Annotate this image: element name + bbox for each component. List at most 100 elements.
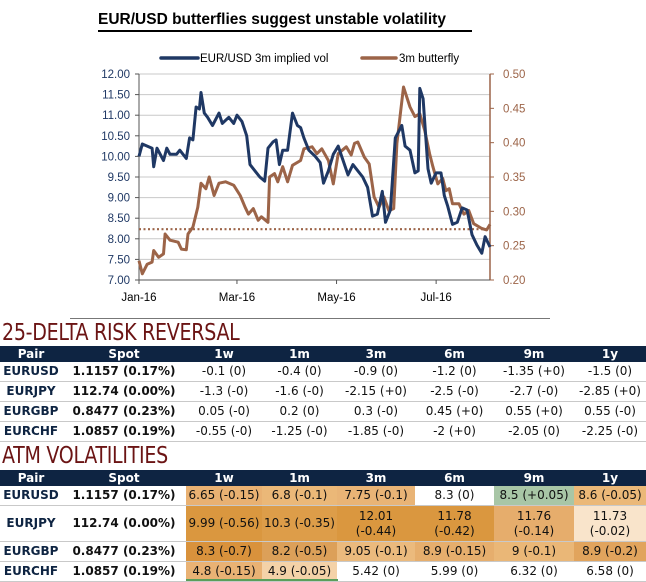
- spot-cell: 1.0857 (0.19%): [62, 561, 186, 582]
- value-cell: 5.99 (0): [415, 561, 494, 582]
- x-tick-label: Jan-16: [121, 292, 156, 304]
- value-cell: -1.25 (-0): [262, 421, 337, 442]
- atm-volatilities-table: Pair Spot 1w 1m 3m 6m 9m 1y EURUSD 1.1157 (0.17%…: [0, 470, 646, 582]
- chart-legend: EUR/USD 3m implied vol 3m butterfly: [159, 53, 459, 65]
- value-cell: -2.15 (+0): [337, 381, 415, 402]
- pair-cell: EURCHF: [0, 421, 62, 442]
- value-cell: 9 (-0.1): [494, 541, 574, 562]
- y-tick-label: 8.00: [108, 234, 130, 246]
- value-cell: -1.6 (-0): [262, 381, 337, 402]
- column-header-pair: Pair: [0, 470, 62, 486]
- value-cell: 12.01 (-0.44): [337, 505, 415, 542]
- value-cell: 11.78 (-0.42): [415, 505, 494, 542]
- x-tick-label: Jul-16: [420, 292, 451, 304]
- value-cell: -2.05 (0): [494, 421, 574, 442]
- series-line-implied-vol: [137, 86, 492, 255]
- value-cell: 4.8 (-0.15): [186, 561, 262, 582]
- y2-tick-label: 0.35: [503, 172, 525, 184]
- column-header-1y: 1y: [574, 470, 646, 486]
- value-cell: 11.73 (-0.02): [574, 505, 646, 542]
- y-tick-label: 7.00: [108, 275, 130, 287]
- column-header-6m: 6m: [415, 346, 494, 362]
- value-cell: -0.1 (0): [186, 362, 262, 382]
- column-header-spot: Spot: [62, 346, 186, 362]
- table-row: EURGBP 0.8477 (0.23%) 0.05 (-0) 0.2 (0) 0.3 …: [0, 401, 646, 422]
- y-tick-label: 10.00: [101, 151, 130, 163]
- value-cell: -2.25 (-0): [574, 421, 646, 442]
- x-tick-label: May-16: [317, 292, 355, 304]
- value-cell: 0.45 (+0): [415, 401, 494, 422]
- value-cell: 8.9 (-0.2): [574, 541, 646, 562]
- legend-label-butterfly: 3m butterfly: [399, 53, 459, 65]
- y2-tick-label: 0.40: [503, 138, 525, 150]
- column-header-3m: 3m: [337, 470, 415, 486]
- table-row: EURUSD 1.1157 (0.17%) -0.1 (0) -0.4 (0) -0.9…: [0, 362, 646, 382]
- table-header-row: Pair Spot 1w 1m 3m 6m 9m 1y: [0, 346, 646, 362]
- legend-label-vol: EUR/USD 3m implied vol: [200, 53, 328, 65]
- pair-cell: EURGBP: [0, 401, 62, 422]
- pair-cell: EURUSD: [0, 362, 62, 382]
- column-header-1w: 1w: [186, 346, 262, 362]
- value-cell: -1.2 (0): [415, 362, 494, 382]
- risk-reversal-title: 25-DELTA RISK REVERSAL: [2, 320, 240, 346]
- value-cell: -0.4 (0): [262, 362, 337, 382]
- value-cell: 8.3 (-0.7): [186, 541, 262, 562]
- value-cell: 0.55 (-0): [574, 401, 646, 422]
- y-tick-label: 7.50: [108, 254, 130, 266]
- y-tick-label: 10.50: [101, 131, 130, 143]
- axes: 7.00 7.50 8.00 8.50 9.00 9.50 10.00 10.50 11.00 1…: [101, 69, 525, 304]
- volatility-chart: EUR/USD butterflies suggest unstable vol…: [98, 11, 525, 304]
- column-header-1m: 1m: [262, 470, 337, 486]
- table-header-row: Pair Spot 1w 1m 3m 6m 9m 1y: [0, 470, 646, 486]
- value-cell: -1.35 (+0): [494, 362, 574, 382]
- y2-tick-label: 0.30: [503, 206, 525, 218]
- chart-title: EUR/USD butterflies suggest unstable vol…: [98, 11, 446, 28]
- column-header-spot: Spot: [62, 470, 186, 486]
- value-cell: 0.3 (-0): [337, 401, 415, 422]
- spot-cell: 0.8477 (0.23%): [62, 401, 186, 422]
- value-cell: -0.9 (0): [337, 362, 415, 382]
- value-cell: -1.5 (0): [574, 362, 646, 382]
- value-cell: -1.85 (-0): [337, 421, 415, 442]
- x-tick-label: Mar-16: [219, 292, 255, 304]
- highlight-underline: [186, 579, 338, 581]
- value-cell: 6.65 (-0.15): [186, 486, 262, 506]
- spot-cell: 112.74 (0.00%): [62, 505, 186, 542]
- value-cell: 6.8 (-0.1): [262, 486, 337, 506]
- value-cell: 11.76 (-0.14): [494, 505, 574, 542]
- spot-cell: 1.0857 (0.19%): [62, 421, 186, 442]
- value-cell: 8.6 (-0.05): [574, 486, 646, 506]
- value-cell: 8.9 (-0.15): [415, 541, 494, 562]
- column-header-pair: Pair: [0, 346, 62, 362]
- value-cell: 6.58 (0): [574, 561, 646, 582]
- y2-tick-label: 0.45: [503, 103, 525, 115]
- table-row: EURUSD 1.1157 (0.17%) 6.65 (-0.15) 6.8 (-0.…: [0, 486, 646, 506]
- column-header-9m: 9m: [494, 346, 574, 362]
- value-cell: 7.75 (-0.1): [337, 486, 415, 506]
- risk-reversal-table: Pair Spot 1w 1m 3m 6m 9m 1y EURUSD 1.1157 (0.17%…: [0, 346, 646, 442]
- pair-cell: EURCHF: [0, 561, 62, 582]
- column-header-6m: 6m: [415, 470, 494, 486]
- y-tick-label: 11.00: [102, 110, 130, 122]
- pair-cell: EURJPY: [0, 505, 62, 542]
- value-cell: 0.05 (-0): [186, 401, 262, 422]
- value-cell: 4.9 (-0.05): [262, 561, 337, 582]
- y-tick-label: 9.00: [108, 193, 130, 205]
- value-cell: -2.7 (-0): [494, 381, 574, 402]
- y-tick-label: 9.50: [108, 172, 130, 184]
- spot-cell: 112.74 (0.00%): [62, 381, 186, 402]
- spot-cell: 1.1157 (0.17%): [62, 362, 186, 382]
- value-cell: 8.2 (-0.5): [262, 541, 337, 562]
- spot-cell: 1.1157 (0.17%): [62, 486, 186, 506]
- spot-cell: 0.8477 (0.23%): [62, 541, 186, 562]
- table-row: EURCHF 1.0857 (0.19%) -0.55 (-0) -1.25 (-0)…: [0, 421, 646, 442]
- atm-volatilities-title: ATM VOLATILITIES: [2, 443, 168, 469]
- table-row: EURGBP 0.8477 (0.23%) 8.3 (-0.7) 8.2 (-0.5)…: [0, 541, 646, 562]
- value-cell: -0.55 (-0): [186, 421, 262, 442]
- value-cell: 5.42 (0): [337, 561, 415, 582]
- value-cell: 8.5 (+0.05): [494, 486, 574, 506]
- value-cell: 8.3 (0): [415, 486, 494, 506]
- pair-cell: EURUSD: [0, 486, 62, 506]
- series-group: [137, 85, 492, 276]
- y2-tick-label: 0.50: [503, 69, 525, 81]
